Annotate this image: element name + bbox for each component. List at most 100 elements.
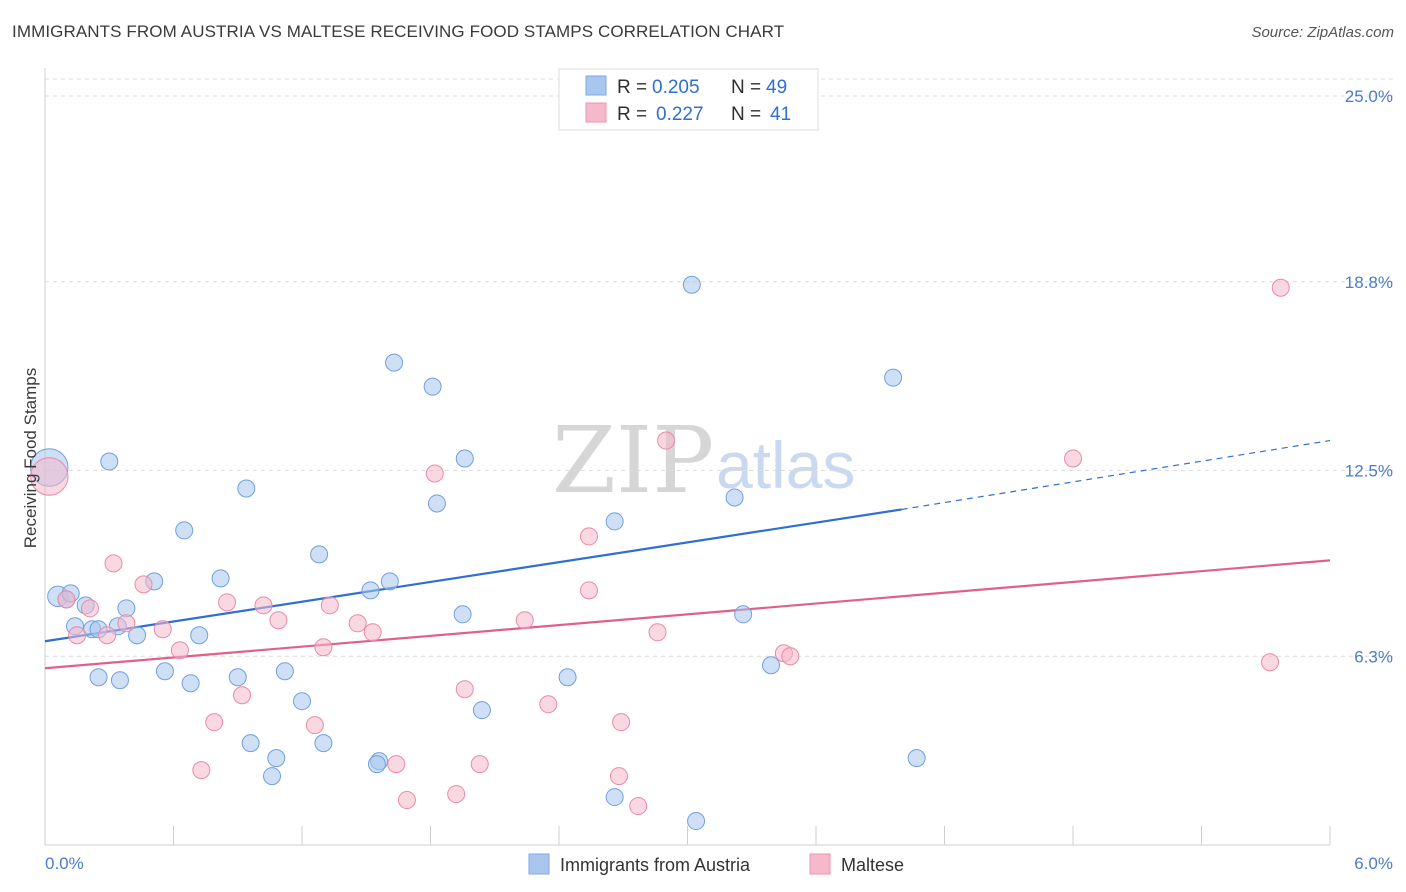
chart-title: IMMIGRANTS FROM AUSTRIA VS MALTESE RECEI… (12, 22, 785, 41)
point-maltese (447, 785, 466, 804)
point-maltese (612, 713, 631, 732)
point-maltese (579, 527, 598, 546)
point-austria (453, 605, 472, 624)
legend-r-value-austria: 0.205 (652, 77, 700, 98)
legend-r-label-austria: R = (617, 77, 647, 98)
point-austria (211, 569, 230, 588)
point-maltese (657, 431, 676, 450)
point-austria (155, 662, 174, 681)
watermark-atlas: atlas (716, 428, 855, 502)
trend-line-extension-0 (901, 439, 1331, 511)
bottom-legend: Immigrants from Austria Maltese (528, 853, 904, 875)
point-austria (181, 674, 200, 693)
x-tick-labels: 0.0% 6.0% (45, 854, 1393, 873)
source-label: Source: ZipAtlas.com (1251, 24, 1394, 41)
point-maltese (1064, 449, 1082, 468)
point-maltese (781, 647, 800, 666)
grid-lines (45, 78, 1395, 657)
bottom-legend-label-maltese: Maltese (841, 855, 904, 875)
point-austria (725, 488, 744, 507)
point-austria (687, 812, 706, 831)
point-austria (110, 671, 129, 690)
x-tick-label: 6.0% (1354, 854, 1393, 873)
point-austria (423, 377, 442, 396)
point-austria (361, 581, 380, 600)
point-maltese (305, 716, 324, 735)
point-maltese (629, 797, 648, 816)
legend-r-label-maltese: R = (617, 104, 647, 125)
trend-line-1 (44, 559, 1331, 670)
point-maltese (30, 457, 69, 496)
point-austria (128, 626, 147, 645)
point-austria (455, 449, 474, 468)
point-maltese (1261, 653, 1280, 672)
point-maltese (98, 626, 117, 645)
point-maltese (153, 620, 172, 639)
point-austria (175, 521, 194, 540)
point-austria (275, 662, 294, 681)
point-austria (884, 368, 903, 387)
point-maltese (348, 614, 367, 633)
point-maltese (425, 464, 444, 483)
data-points (30, 275, 1290, 831)
point-austria (241, 734, 260, 753)
point-austria (228, 668, 247, 687)
point-austria (558, 668, 577, 687)
bottom-legend-label-austria: Immigrants from Austria (560, 855, 751, 875)
legend-r-value-maltese: 0.227 (656, 104, 704, 125)
legend: R = 0.205 N = 49 R = 0.227 N = 41 (558, 68, 819, 131)
point-austria (314, 734, 333, 753)
point-maltese (269, 611, 288, 630)
trend-lines (44, 439, 1331, 670)
trend-line-0 (44, 508, 902, 643)
legend-swatch-austria (585, 75, 607, 96)
point-maltese (387, 755, 406, 774)
legend-n-value-austria: 49 (766, 77, 787, 98)
bottom-legend-swatch-maltese (809, 853, 831, 875)
point-austria (117, 599, 136, 618)
point-maltese (192, 761, 211, 780)
point-austria (380, 572, 399, 591)
point-maltese (579, 581, 598, 600)
point-maltese (539, 695, 558, 714)
y-tick-label: 25.0% (1345, 87, 1393, 106)
point-maltese (233, 686, 252, 705)
point-austria (427, 494, 446, 513)
point-maltese (254, 596, 273, 615)
point-maltese (455, 680, 474, 699)
point-maltese (117, 614, 136, 633)
point-austria (263, 767, 282, 786)
point-maltese (1271, 278, 1290, 297)
watermark-zip: ZIP (552, 407, 714, 514)
point-maltese (68, 626, 87, 645)
y-tick-labels: 6.3% 12.5% 18.8% 25.0% (1345, 87, 1393, 666)
point-austria (385, 353, 404, 372)
point-austria (682, 275, 701, 294)
point-maltese (320, 596, 339, 615)
point-austria (237, 479, 256, 498)
point-austria (605, 788, 624, 807)
legend-n-label-austria: N = (731, 77, 761, 98)
point-maltese (218, 593, 237, 612)
x-tick-label: 0.0% (45, 854, 84, 873)
point-maltese (363, 623, 382, 642)
point-maltese (170, 641, 189, 660)
point-austria (367, 755, 386, 774)
point-austria (293, 692, 311, 711)
y-axis-label: Receiving Food Stamps (21, 368, 40, 548)
point-austria (907, 749, 926, 768)
y-tick-label: 18.8% (1345, 273, 1393, 292)
point-austria (100, 452, 119, 471)
bottom-legend-swatch-austria (528, 853, 550, 875)
point-maltese (648, 623, 667, 642)
legend-n-value-maltese: 41 (770, 104, 791, 125)
point-maltese (397, 791, 416, 810)
point-austria (605, 512, 624, 531)
point-maltese (470, 755, 489, 774)
point-maltese (57, 590, 76, 609)
point-maltese (609, 767, 628, 786)
point-maltese (314, 638, 333, 657)
point-austria (472, 701, 491, 720)
